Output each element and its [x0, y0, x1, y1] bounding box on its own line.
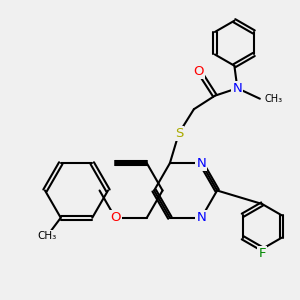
- Text: O: O: [110, 211, 121, 224]
- Text: N: N: [196, 211, 206, 224]
- Text: N: N: [232, 82, 242, 95]
- Text: S: S: [175, 127, 183, 140]
- Text: N: N: [196, 157, 206, 170]
- Text: CH₃: CH₃: [38, 231, 57, 241]
- Text: F: F: [258, 247, 266, 260]
- Text: CH₃: CH₃: [264, 94, 283, 104]
- Text: O: O: [193, 65, 204, 78]
